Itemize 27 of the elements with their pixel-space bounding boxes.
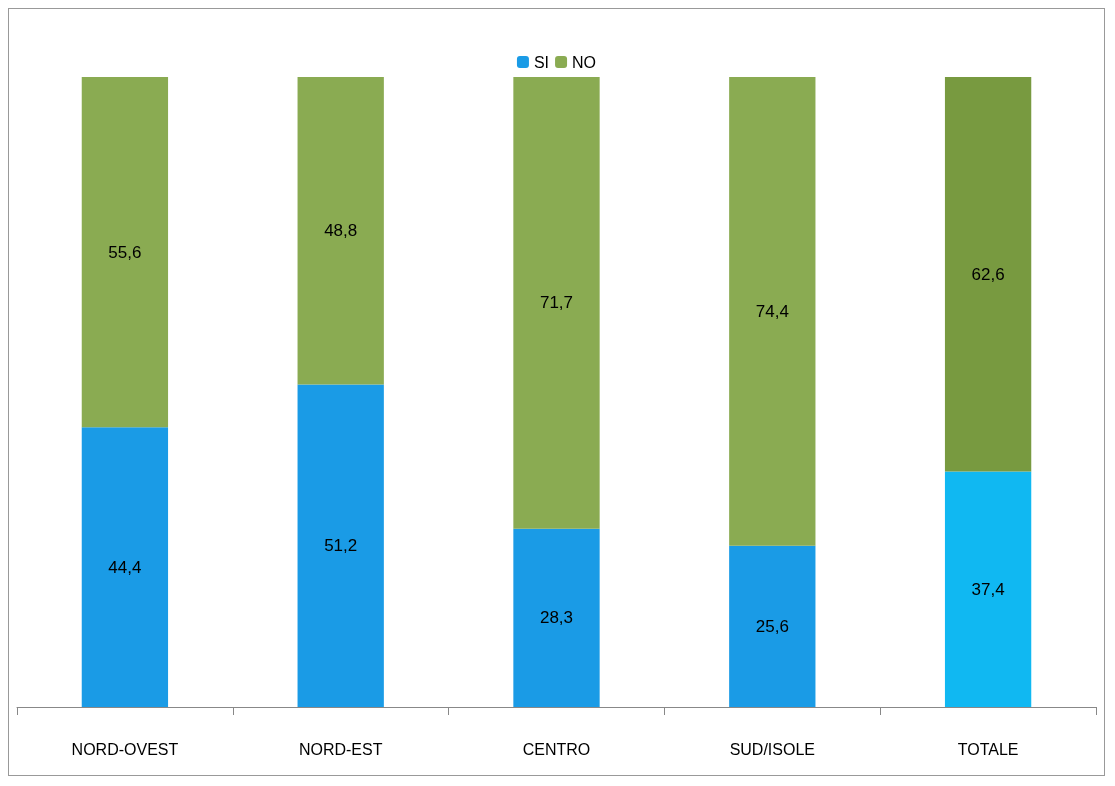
- data-label: 71,7: [539, 293, 574, 313]
- bar: [944, 77, 1032, 472]
- x-tick-label: NORD-OVEST: [71, 740, 179, 758]
- data-label: 62,6: [971, 264, 1005, 284]
- bar: [729, 77, 816, 546]
- bar: [729, 545, 816, 707]
- x-tick-label: SUD/ISOLE: [729, 740, 815, 758]
- x-tick-label: NORD-EST: [298, 740, 383, 758]
- data-label: 25,6: [755, 616, 789, 636]
- data-label: 48,8: [324, 221, 358, 241]
- data-label: 51,2: [324, 536, 358, 556]
- data-label: 74,4: [755, 301, 789, 321]
- bar: [81, 427, 169, 707]
- x-tick-label: TOTALE: [957, 740, 1019, 758]
- bar: [513, 77, 600, 529]
- bar: [944, 471, 1032, 707]
- bar: [297, 384, 384, 707]
- x-tick-label: CENTRO: [522, 740, 591, 758]
- data-label: 55,6: [108, 242, 142, 262]
- bar: [513, 528, 600, 707]
- data-label: 44,4: [108, 557, 142, 577]
- bar: [81, 77, 169, 428]
- data-label: 37,4: [971, 579, 1005, 599]
- legend-label: SI: [533, 53, 550, 71]
- legend-label: NO: [572, 53, 597, 71]
- bar: [297, 77, 384, 385]
- data-label: 28,3: [539, 608, 574, 628]
